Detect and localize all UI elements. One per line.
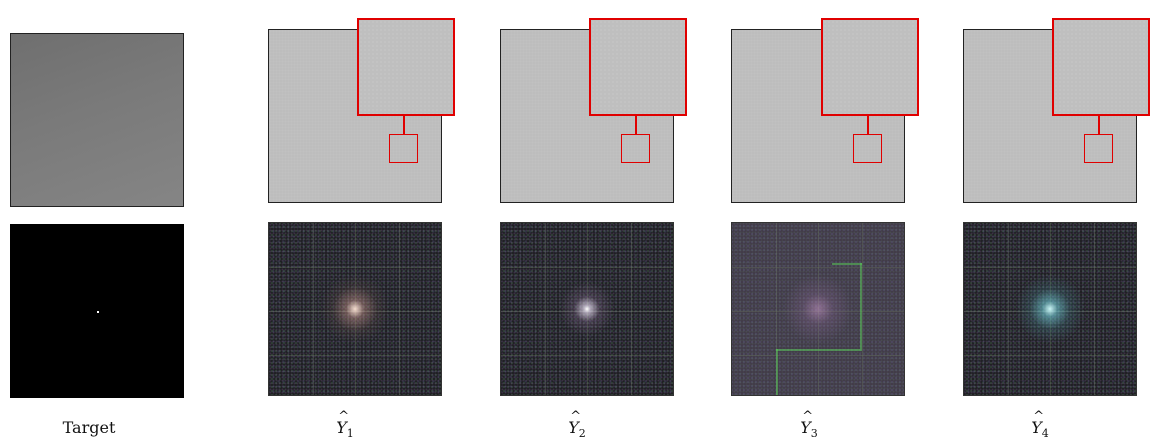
- spectrum-peak-y4: [1015, 274, 1085, 344]
- zoom-inset-y2: [589, 18, 687, 116]
- zoom-region-box-y3: [853, 134, 882, 163]
- label-y4-symbol: Y: [1031, 409, 1043, 437]
- zoom-connector-y4: [1098, 116, 1100, 134]
- zoom-region-box-y4: [1084, 134, 1113, 163]
- label-y2-symbol: Y: [568, 409, 580, 437]
- label-target: Target: [29, 418, 149, 437]
- label-y2-subscript: 2: [578, 427, 586, 441]
- target-image: [10, 33, 184, 207]
- zoom-connector-y3: [867, 116, 869, 134]
- label-y2: Y2: [517, 409, 637, 441]
- zoom-inset-y1: [357, 18, 455, 116]
- target-spectrum: [10, 224, 184, 398]
- label-target-text: Target: [62, 418, 116, 437]
- label-y3: Y3: [749, 409, 869, 441]
- label-y3-subscript: 3: [810, 427, 818, 441]
- zoom-region-box-y2: [621, 134, 650, 163]
- label-y1-symbol: Y: [336, 409, 348, 437]
- spectrum-peak-y1: [320, 274, 390, 344]
- spectrum-y4: [963, 222, 1137, 396]
- label-y1-subscript: 1: [346, 427, 354, 441]
- zoom-connector-y1: [403, 116, 405, 134]
- label-y4-subscript: 4: [1041, 427, 1049, 441]
- zoom-inset-y3: [821, 18, 919, 116]
- target-spectrum-center-dot: [97, 311, 99, 313]
- label-y4: Y4: [980, 409, 1100, 441]
- spectrum-y1: [268, 222, 442, 396]
- zoom-region-box-y1: [389, 134, 418, 163]
- zoom-inset-y4: [1052, 18, 1150, 116]
- spectrum-y3: [731, 222, 905, 396]
- label-y1: Y1: [285, 409, 405, 441]
- zoom-connector-y2: [635, 116, 637, 134]
- label-y3-symbol: Y: [800, 409, 812, 437]
- spectrum-peak-y3: [783, 274, 853, 344]
- spectrum-y2: [500, 222, 674, 396]
- spectrum-peak-y2: [557, 279, 617, 339]
